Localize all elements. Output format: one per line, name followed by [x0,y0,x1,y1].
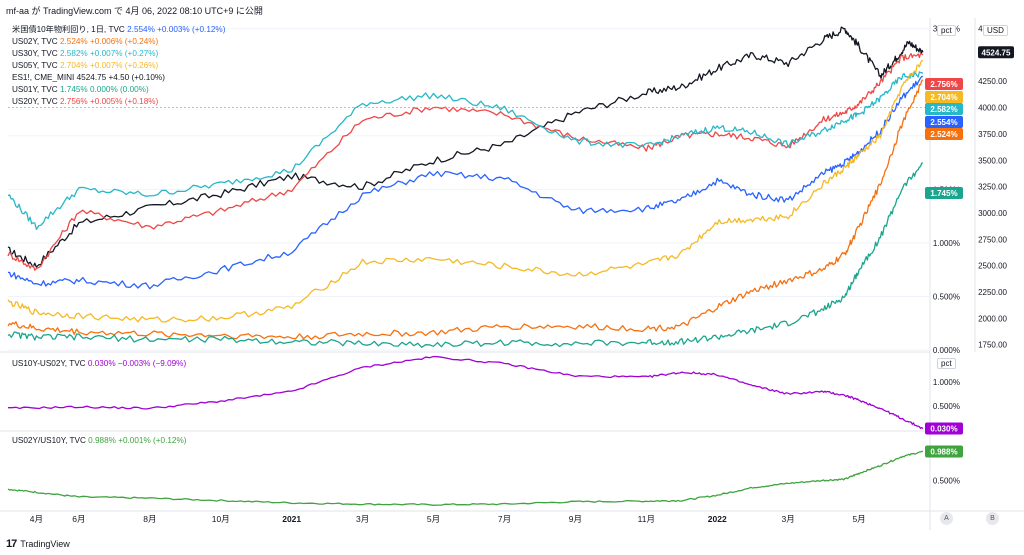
series-line [7,59,924,323]
pct-tick-label: 0.000% [933,346,960,355]
legend-value: 0.988% +0.001% (+0.12%) [88,436,187,445]
legend-value: 2.704% +0.007% (+0.26%) [59,61,159,70]
series-line [7,71,924,231]
legend-value: 4524.75 +4.50 (+0.10%) [76,73,165,82]
last-value-badge [925,422,963,435]
ratio-legend: US02Y/US10Y, TVC 0.988% +0.001% (+0.12%) [12,435,186,447]
main-legend: 米国債10年物利回り, 1日, TVC 2.554% +0.003% (+0.1… [12,24,225,108]
time-tick-label: 10月 [212,514,230,524]
last-value-label: 0.988% [930,447,957,456]
series-line [7,79,924,340]
usd-tick-label: 3750.00 [978,130,1007,139]
legend-value: 2.756% +0.005% (+0.18%) [59,97,159,106]
usd-unit-label[interactable]: USD [983,25,1008,36]
time-tick-label: 3月 [782,514,795,524]
pane3-tick-label: 0.500% [933,476,960,485]
legend-item[interactable]: US30Y, TVC 2.582% +0.007% (+0.27%) [12,48,225,60]
time-tick-label: 5月 [427,514,440,524]
legend-symbol: US02Y, TVC [12,37,60,46]
series-line [7,26,924,268]
pct-tick-label: 0.500% [933,292,960,301]
legend-item[interactable]: US02Y, TVC 2.524% +0.006% (+0.24%) [12,36,225,48]
usd-tick-label: 2250.00 [978,288,1007,297]
pane2-tick-label: 0.500% [933,402,960,411]
brand-name: TradingView [20,539,70,549]
auto-scale-button-right[interactable]: B [986,512,999,525]
usd-tick-label: 3500.00 [978,156,1007,165]
last-value-badge [925,116,963,128]
legend-symbol: US10Y-US02Y, TVC [12,359,88,368]
time-tick-label: 11月 [638,514,655,524]
auto-scale-button[interactable]: A [940,512,953,525]
time-tick-label: 3月 [356,514,369,524]
time-tick-label: 6月 [72,514,85,524]
legend-value: 1.745% 0.000% (0.00%) [59,85,149,94]
legend-item-ratio[interactable]: US02Y/US10Y, TVC 0.988% +0.001% (+0.12%) [12,435,186,447]
legend-value: 0.030% −0.003% (−9.09%) [87,359,187,368]
last-value-badge [978,46,1014,59]
time-tick-label: 9月 [569,514,582,524]
time-tick-label: 7月 [498,514,511,524]
last-value-label: 4524.75 [982,48,1011,57]
time-tick-label: 4月 [30,514,43,524]
series-line [7,75,923,290]
legend-symbol: US05Y, TVC [12,61,60,70]
usd-tick-label: 2500.00 [978,262,1007,271]
usd-tick-label: 3000.00 [978,209,1007,218]
legend-value: 2.554% +0.003% (+0.12%) [127,25,226,34]
tradingview-logo-icon: 17 [6,538,17,550]
usd-tick-label: 4000.00 [978,104,1007,113]
legend-value: 2.524% +0.006% (+0.24%) [59,37,159,46]
footer-brand[interactable]: 17 TradingView [6,538,70,550]
usd-tick-label: 2750.00 [978,235,1007,244]
legend-item[interactable]: US20Y, TVC 2.756% +0.005% (+0.18%) [12,96,225,108]
last-value-label: 0.030% [930,425,957,434]
publish-header: mf-aa が TradingView.com で 4月 06, 2022 08… [6,6,263,16]
last-value-badge [925,128,963,140]
last-value-label: 2.554% [930,118,957,127]
legend-item[interactable]: ES1!, CME_MINI 4524.75 +4.50 (+0.10%) [12,72,225,84]
last-value-label: 2.582% [930,105,957,114]
legend-symbol: US20Y, TVC [12,97,60,106]
last-value-badge [925,91,963,103]
series-line [8,355,924,430]
last-value-label: 2.704% [930,93,957,102]
last-value-label: 2.756% [930,80,957,89]
legend-item[interactable]: US05Y, TVC 2.704% +0.007% (+0.26%) [12,60,225,72]
legend-symbol: US01Y, TVC [12,85,60,94]
spread-legend: US10Y-US02Y, TVC 0.030% −0.003% (−9.09%) [12,358,186,370]
legend-symbol: US02Y/US10Y, TVC [12,436,89,445]
series-line [7,52,924,271]
last-value-badge [925,187,963,199]
last-value-label: 1.745% [930,189,957,198]
legend-item[interactable]: US01Y, TVC 1.745% 0.000% (0.00%) [12,84,225,96]
legend-symbol: 米国債10年物利回り, 1日, TVC [12,25,128,34]
legend-symbol: ES1!, CME_MINI [12,73,77,82]
time-tick-label: 2022 [708,514,727,524]
pct-unit-label[interactable]: pct [937,25,956,36]
time-tick-label: 5月 [852,514,865,524]
legend-value: 2.582% +0.007% (+0.27%) [59,49,159,58]
last-value-badge [925,445,963,458]
legend-item[interactable]: 米国債10年物利回り, 1日, TVC 2.554% +0.003% (+0.1… [12,24,225,36]
last-value-label: 2.524% [930,130,957,139]
pane2-tick-label: 1.000% [933,378,960,387]
time-tick-label: 2021 [282,514,301,524]
usd-tick-label: 1750.00 [978,341,1007,350]
legend-item-spread[interactable]: US10Y-US02Y, TVC 0.030% −0.003% (−9.09%) [12,358,186,370]
pct-tick-label: 1.000% [933,239,960,248]
usd-tick-label: 2000.00 [978,314,1007,323]
last-value-badge [925,78,963,90]
pane2-unit-label[interactable]: pct [937,358,956,369]
series-line [7,450,923,506]
usd-tick-label: 3250.00 [978,183,1007,192]
usd-tick-label: 4250.00 [978,77,1007,86]
last-value-badge [925,103,963,115]
legend-symbol: US30Y, TVC [12,49,60,58]
time-tick-label: 8月 [143,514,156,524]
series-line [7,162,923,348]
